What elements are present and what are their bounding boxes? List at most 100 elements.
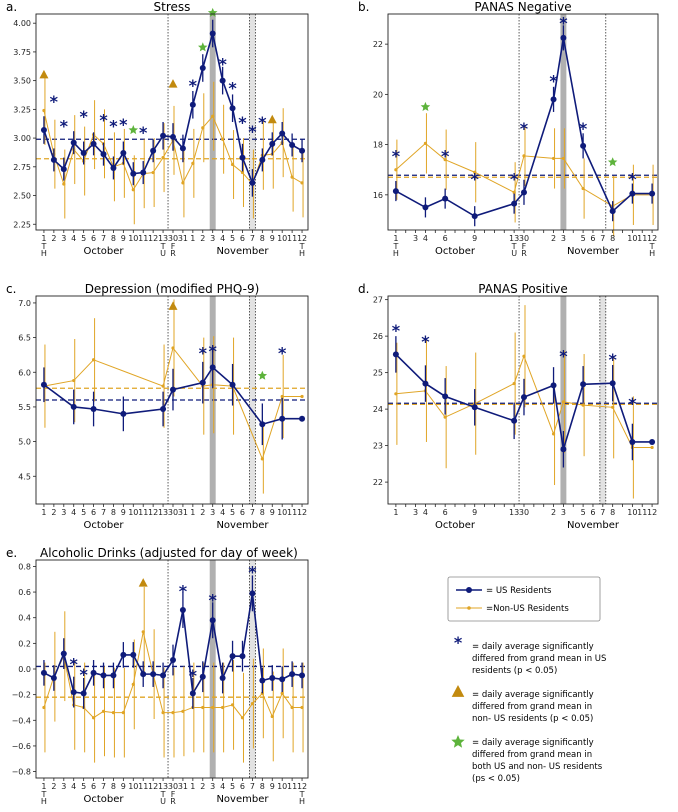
x-tick-label: 4 <box>71 234 76 243</box>
nonus-point <box>260 691 264 695</box>
us-point <box>219 77 226 84</box>
legend-box <box>447 576 601 622</box>
us-significance-marker: * <box>109 116 118 135</box>
us-point <box>169 657 176 664</box>
plot-frame <box>387 13 659 231</box>
us-point <box>50 674 57 681</box>
nonus-point <box>561 156 566 161</box>
x-tick-day-label: T <box>511 242 517 251</box>
us-point <box>60 650 67 657</box>
us-point <box>120 410 127 417</box>
x-tick-label: 6 <box>91 508 96 517</box>
us-significance-marker: * <box>608 350 617 369</box>
legend-green-text: (ps < 0.05) <box>472 774 520 784</box>
panel-title: Alcoholic Drinks (adjusted for day of we… <box>40 546 298 560</box>
us-point <box>239 154 246 161</box>
y-tick-label: 22 <box>373 478 383 487</box>
event-shade <box>560 296 567 504</box>
x-tick-day-label: H <box>41 797 47 806</box>
nonus-significance-marker <box>168 301 178 310</box>
nonus-point <box>443 158 447 162</box>
x-tick-label: 30 <box>168 782 178 791</box>
x-tick-label: 2 <box>51 234 56 243</box>
us-point <box>249 179 256 186</box>
panel-label: e. <box>6 546 17 560</box>
us-significance-marker: * <box>139 123 148 142</box>
us-significance-marker: * <box>258 113 267 132</box>
us-significance-marker: * <box>179 581 188 600</box>
x-tick-label: 8 <box>610 508 615 517</box>
us-point <box>229 653 236 660</box>
nonus-point <box>211 705 215 710</box>
x-tick-label: 5 <box>81 782 86 791</box>
legend: = US Residents =Non-US Residents * = daily … <box>447 576 606 784</box>
event-shade-light <box>249 560 256 778</box>
us-significance-marker: * <box>579 119 588 138</box>
us-point <box>219 674 226 681</box>
x-tick-label: 8 <box>260 508 265 517</box>
nonus-point <box>280 394 284 399</box>
nonus-point <box>141 630 145 634</box>
nonus-point <box>551 156 556 161</box>
x-tick-label: 4 <box>220 234 225 243</box>
us-point <box>169 386 176 393</box>
us-significance-marker: * <box>238 113 247 132</box>
nonus-point <box>62 182 66 186</box>
x-tick-label: 3 <box>413 234 418 243</box>
x-tick-label: 1 <box>190 782 195 791</box>
x-tick-label: 2 <box>200 234 205 243</box>
nonus-point <box>181 709 185 713</box>
legend-nonus-label: =Non-US Residents <box>486 604 569 614</box>
y-tick-label: 0.6 <box>18 588 31 597</box>
x-tick-day-label: F <box>171 242 176 251</box>
x-tick-day-label: T <box>299 790 305 799</box>
nonus-point <box>423 141 428 145</box>
y-tick-label: 2.75 <box>13 163 31 172</box>
x-tick-day-label: T <box>40 790 46 799</box>
us-significance-marker: * <box>471 169 480 188</box>
us-point <box>259 156 266 163</box>
nonus-point <box>300 181 304 185</box>
nonus-point <box>171 346 175 350</box>
x-tick-label: 5 <box>81 234 86 243</box>
x-tick-label: 9 <box>270 782 275 791</box>
us-significance-marker: * <box>79 107 88 126</box>
legend-triangle-text: differed from grand mean in <box>472 702 592 712</box>
nonus-point <box>101 709 106 713</box>
nonus-point <box>161 384 165 388</box>
month-label: October <box>435 246 476 257</box>
x-tick-label: 12 <box>647 508 657 517</box>
nonus-series-line <box>395 142 653 207</box>
us-point <box>422 204 429 211</box>
x-tick-day-label: F <box>171 790 176 799</box>
panel-e: ******−0.8−0.6−0.4−0.20.00.20.40.60.81TH… <box>6 546 309 806</box>
x-tick-day-label: H <box>41 249 47 258</box>
x-tick-label: 4 <box>220 508 225 517</box>
nonus-point <box>260 457 264 461</box>
us-point <box>580 381 587 388</box>
us-series-line <box>43 366 303 426</box>
us-point <box>560 34 567 41</box>
nonus-point <box>240 170 245 175</box>
us-point <box>392 188 399 195</box>
x-tick-label: 8 <box>111 234 116 243</box>
us-point <box>150 671 157 678</box>
x-tick-label: 13 <box>158 234 168 243</box>
us-significance-marker: * <box>421 332 430 351</box>
x-tick-label: 3 <box>210 508 215 517</box>
x-tick-day-label: U <box>511 249 517 258</box>
x-tick-label: 30 <box>519 508 529 517</box>
x-tick-label: 12 <box>297 508 307 517</box>
x-tick-label: 10 <box>277 782 287 791</box>
x-tick-label: 11 <box>138 782 148 791</box>
x-tick-label: 8 <box>260 782 265 791</box>
x-tick-label: 13 <box>158 508 168 517</box>
legend-us-marker <box>466 587 472 593</box>
us-point <box>442 195 449 202</box>
us-point <box>130 651 137 658</box>
y-tick-label: 23 <box>373 442 383 451</box>
x-tick-label: 9 <box>270 508 275 517</box>
y-tick-label: 5.0 <box>18 438 31 447</box>
nonus-point <box>522 154 526 158</box>
nonus-point <box>581 403 585 407</box>
